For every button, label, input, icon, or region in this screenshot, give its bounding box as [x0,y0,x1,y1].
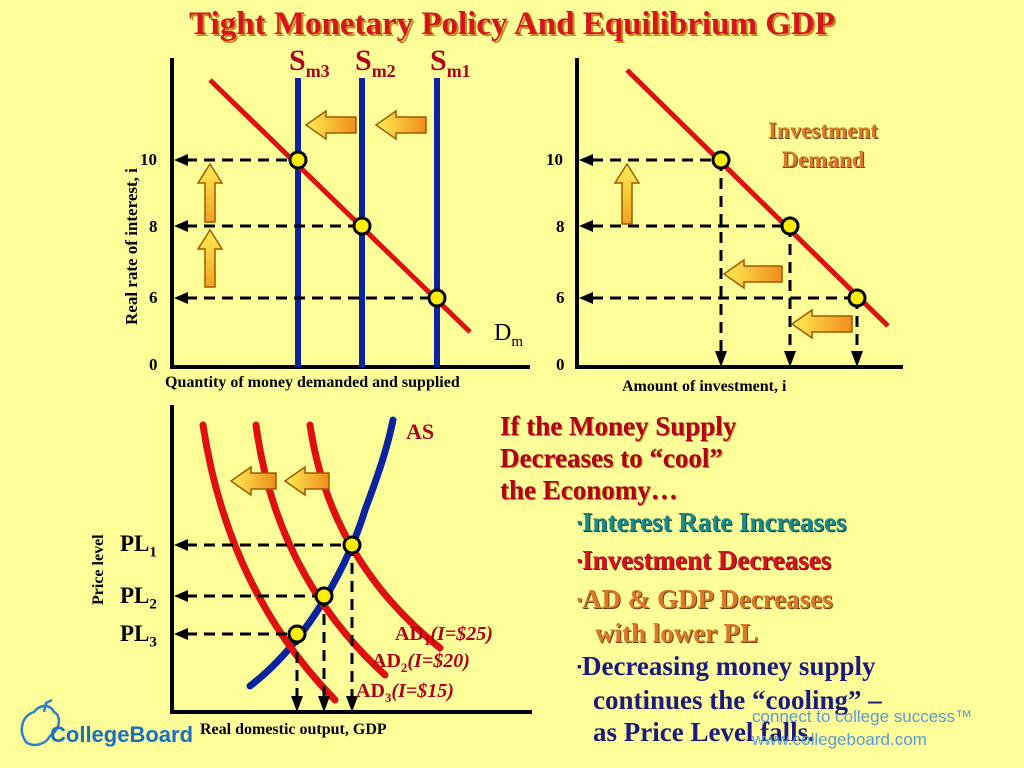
equilibrium-point-pl2 [314,586,334,606]
money-demand-label: Dm [494,320,524,350]
investment-shift-arrows [613,162,853,340]
arrow-left-icon [283,465,330,497]
price-level-2-label: PL2 [120,583,157,613]
aggregate-supply-curve [246,416,397,690]
ad1-label: AD1(I=$25) [395,623,493,648]
bullet-ad-gdp: ▪AD & GDP Decreases with lower PL [577,584,833,648]
ad2-label: AD2(I=$20) [372,650,470,675]
ad3-curve [199,421,339,704]
ad-as-x-axis-label: Real domestic output, GDP [200,721,387,738]
arrow-left-icon [374,109,427,141]
bullet-investment: ▪Investment Decreases [577,545,832,575]
money-demand-curve [208,78,472,334]
arrow-up-icon [196,162,224,223]
price-level-3-label: PL3 [120,621,157,651]
collegeboard-tagline: connect to college success™ [752,707,973,726]
ad-as-equilibrium-points [287,535,362,644]
collegeboard-url: www.collegeboard.com [752,730,927,749]
investment-point-10 [711,150,731,170]
ad-as-guide-arrowheads [174,539,358,712]
arrow-left-icon [790,308,853,340]
money-market-guide-arrowheads [174,154,188,304]
equilibrium-point-pl1 [342,535,362,555]
money-market-axes [170,58,530,369]
supply-label-sm1: Sm1 [430,44,471,81]
ad-as-dashed-guides [186,543,354,697]
investment-tick-6: 6 [556,288,565,307]
investment-x-axis-label: Amount of investment, i [622,378,787,395]
bullet-money-supply: ▪Decreasing money supply continues the “… [577,651,882,747]
supply-label-sm3: Sm3 [289,44,330,81]
explanation-heading: If the Money Supply Decreases to “cool” … [500,411,737,505]
money-eq-point-10 [288,150,308,170]
money-market-equilibrium-points [288,150,447,308]
equilibrium-point-pl3 [287,624,307,644]
investment-point-6 [847,288,867,308]
ad-as-y-axis-label: Price level [90,534,107,605]
arrow-up-icon [613,162,641,225]
bullet-interest-rate: ▪Interest Rate Increases [577,507,847,537]
money-tick-6: 6 [149,288,158,307]
money-market-shift-arrows [196,109,427,288]
investment-tick-10: 10 [546,150,563,169]
page-title: Tight Monetary Policy And Equilibrium GD… [189,6,835,42]
investment-demand-curve [625,68,890,328]
ad-shift-arrows [229,465,330,497]
investment-tick-8: 8 [556,217,565,236]
investment-axes [575,58,903,369]
investment-point-8 [780,216,800,236]
collegeboard-acorn-logo [20,698,61,747]
price-level-1-label: PL1 [120,531,157,561]
supply-label-sm2: Sm2 [355,44,396,81]
money-tick-10: 10 [140,150,157,169]
collegeboard-logo-text: CollegeBoard [50,722,194,747]
arrow-up-icon [196,228,224,288]
ad2-curve [252,421,389,679]
investment-guide-arrowheads [579,154,863,367]
money-tick-8: 8 [149,217,158,236]
money-tick-0: 0 [149,355,158,374]
ad-as-axes [170,405,532,714]
money-market-y-axis-label: Real rate of interest, i [122,168,141,325]
investment-dashed-guides [592,158,859,352]
arrow-left-icon [304,109,357,141]
money-eq-point-6 [427,288,447,308]
money-market-dashed-guides [186,158,437,300]
money-market-x-axis-label: Quantity of money demanded and supplied [165,374,460,391]
investment-points [711,150,867,308]
arrow-left-icon [722,258,783,290]
arrow-left-icon [229,465,277,497]
investment-demand-label: Investment Demand [768,118,878,172]
ad3-label: AD3(I=$15) [356,680,454,705]
aggregate-supply-label: AS [406,419,435,444]
investment-tick-0: 0 [556,355,565,374]
money-eq-point-8 [352,216,372,236]
